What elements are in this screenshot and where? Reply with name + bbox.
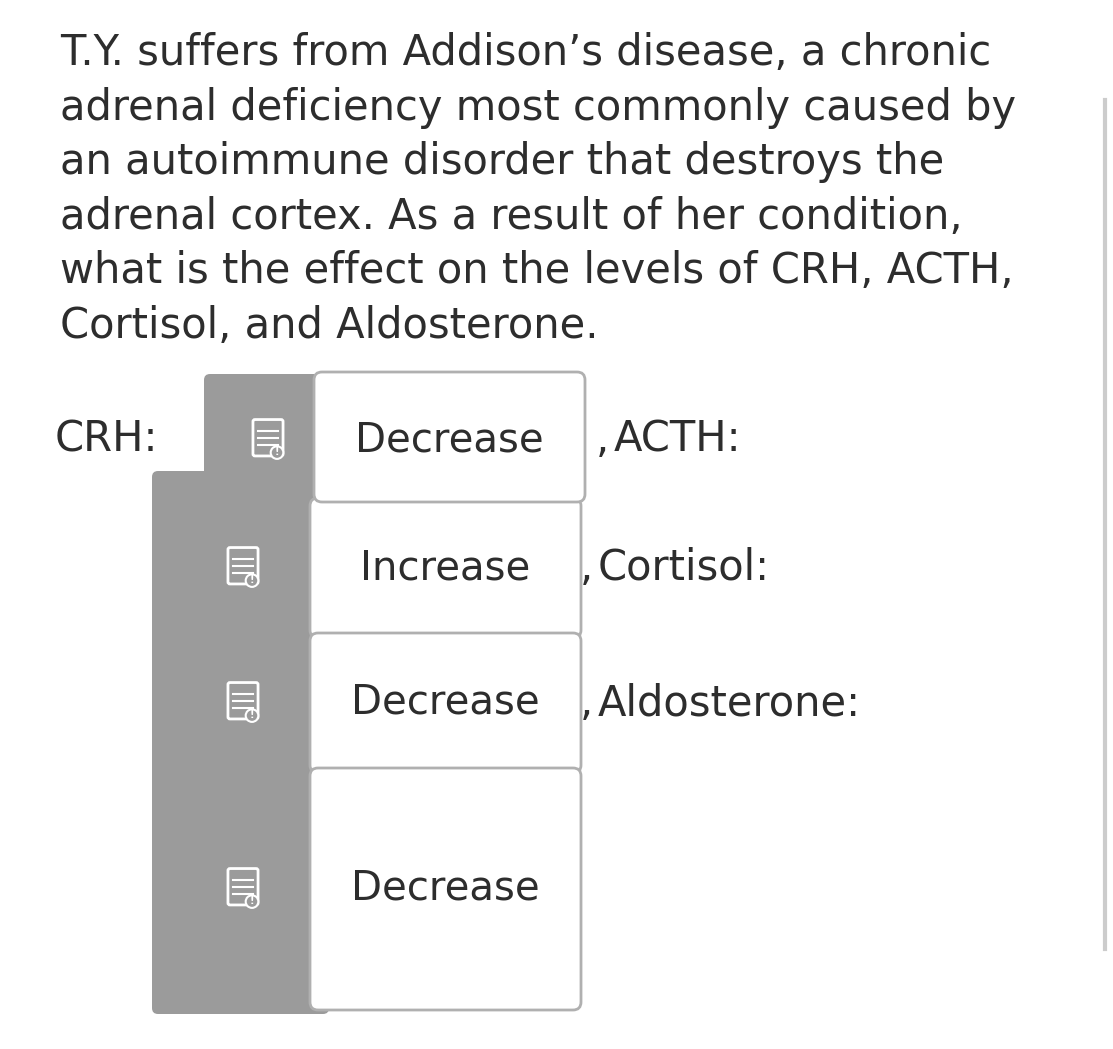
Circle shape (246, 709, 258, 722)
FancyBboxPatch shape (311, 633, 581, 773)
Text: !: ! (275, 447, 279, 457)
Text: T.Y. suffers from Addison’s disease, a chronic
adrenal deficiency most commonly : T.Y. suffers from Addison’s disease, a c… (60, 33, 1016, 347)
FancyBboxPatch shape (311, 498, 581, 638)
Text: Decrease: Decrease (352, 869, 540, 909)
FancyBboxPatch shape (204, 374, 338, 500)
Text: Decrease: Decrease (355, 420, 544, 461)
Text: ,: , (580, 547, 593, 588)
Text: CRH:: CRH: (55, 419, 158, 461)
Text: Aldosterone:: Aldosterone: (598, 682, 861, 724)
Circle shape (270, 446, 284, 458)
Text: ACTH:: ACTH: (614, 419, 741, 461)
Text: Decrease: Decrease (352, 683, 540, 723)
Text: Increase: Increase (361, 548, 531, 588)
Text: ,: , (595, 419, 609, 461)
Text: !: ! (249, 710, 254, 721)
Text: !: ! (249, 575, 254, 585)
Text: !: ! (249, 896, 254, 906)
FancyBboxPatch shape (152, 471, 329, 1014)
Text: Cortisol:: Cortisol: (598, 547, 770, 588)
Circle shape (246, 574, 258, 586)
Text: ,: , (580, 682, 593, 724)
FancyBboxPatch shape (314, 372, 585, 502)
Circle shape (246, 895, 258, 907)
FancyBboxPatch shape (311, 768, 581, 1010)
